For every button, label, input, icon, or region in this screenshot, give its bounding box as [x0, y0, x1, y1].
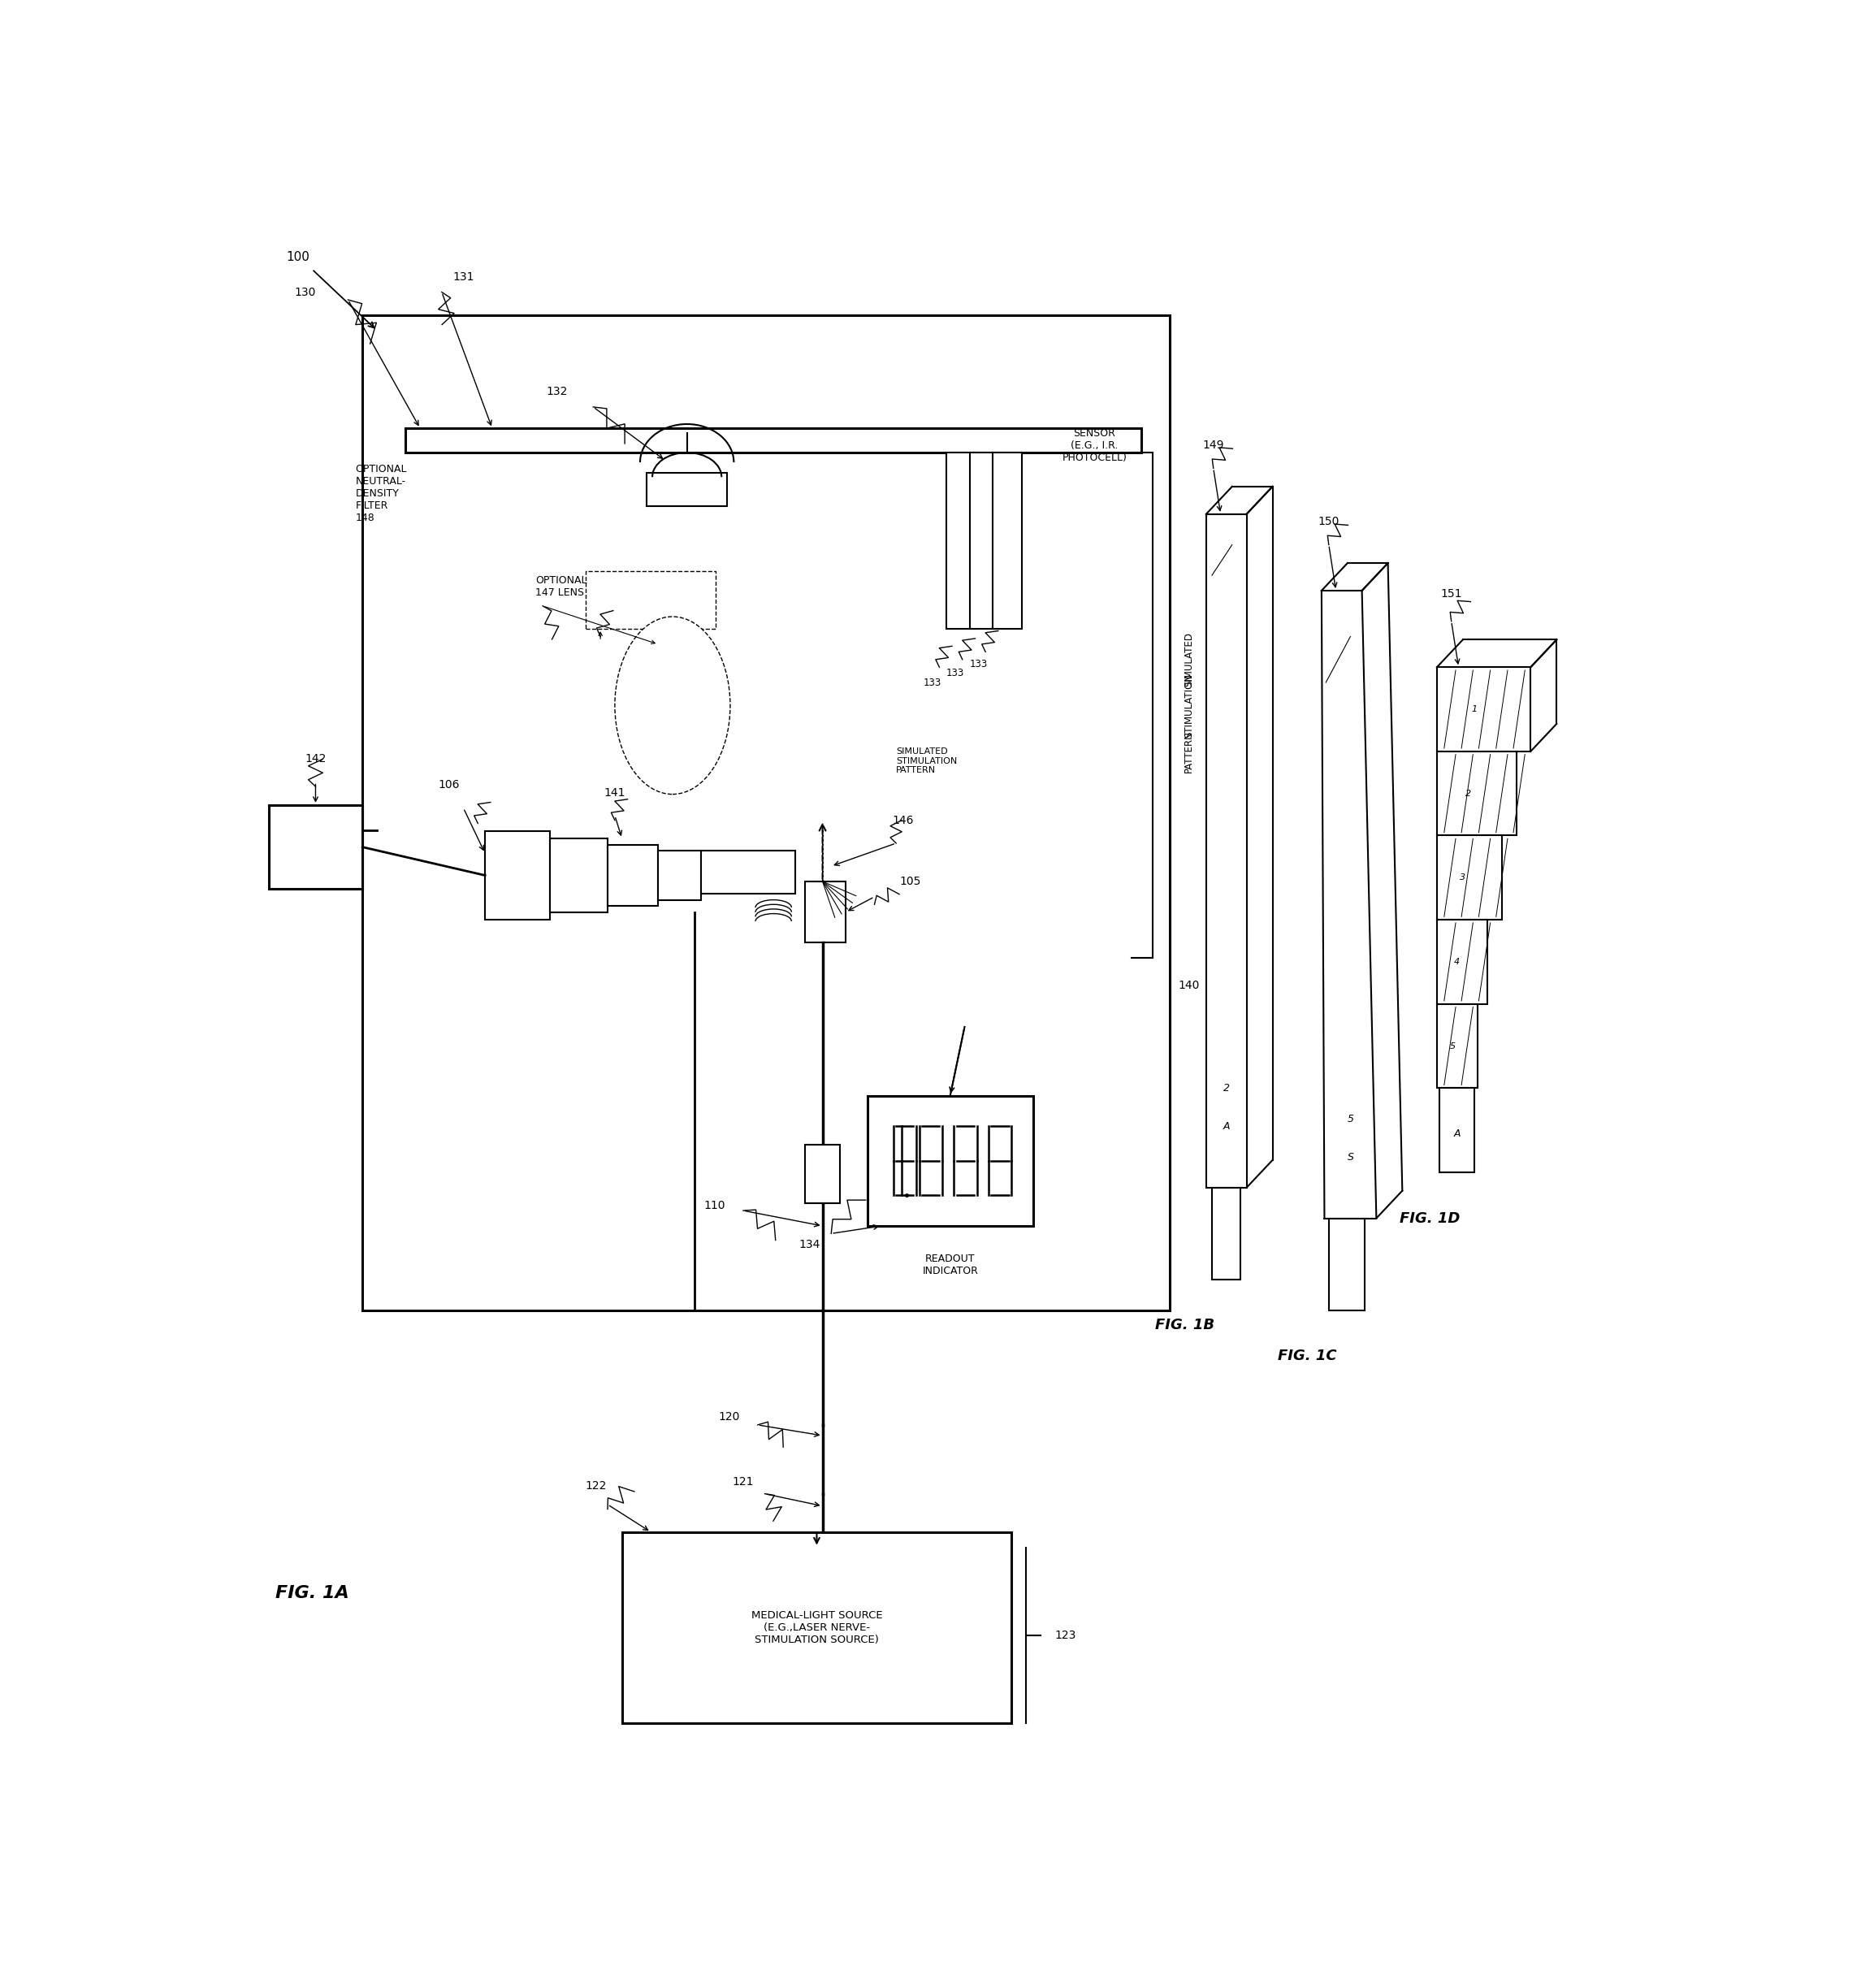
Bar: [486, 831, 551, 920]
Text: FIG. 1C: FIG. 1C: [1279, 1348, 1336, 1364]
Text: 133: 133: [945, 668, 964, 678]
Text: 5: 5: [1347, 1113, 1353, 1123]
Text: OPTIONAL
NEUTRAL-
DENSITY
FILTER
148: OPTIONAL NEUTRAL- DENSITY FILTER 148: [355, 463, 408, 523]
Text: 4: 4: [1453, 958, 1461, 966]
Text: 110: 110: [703, 1201, 726, 1213]
Bar: [970, 453, 999, 628]
Text: 151: 151: [1440, 588, 1463, 600]
Text: 140: 140: [1178, 980, 1200, 992]
Text: OPTIONAL
147 LENS: OPTIONAL 147 LENS: [536, 575, 586, 598]
Bar: [947, 453, 975, 628]
Ellipse shape: [614, 616, 730, 795]
Bar: [1206, 515, 1247, 1187]
Text: 123: 123: [1055, 1630, 1076, 1640]
Text: 121: 121: [733, 1475, 754, 1487]
Text: PATTERN: PATTERN: [1184, 730, 1195, 773]
Text: 132: 132: [547, 386, 568, 398]
Bar: [806, 1145, 839, 1203]
Bar: [1437, 668, 1530, 751]
Text: 2: 2: [1466, 789, 1472, 797]
Text: 131: 131: [452, 270, 475, 282]
Bar: [992, 453, 1022, 628]
Text: A: A: [1223, 1121, 1230, 1131]
Text: 122: 122: [586, 1481, 607, 1491]
Text: 150: 150: [1318, 517, 1340, 527]
Bar: [646, 473, 728, 507]
Text: 100: 100: [287, 250, 309, 262]
Text: 2: 2: [1223, 1083, 1230, 1093]
Bar: [1437, 1004, 1478, 1087]
Text: 142: 142: [305, 753, 326, 765]
Text: 120: 120: [718, 1411, 739, 1423]
Text: 130: 130: [294, 286, 316, 298]
Text: FIG. 1D: FIG. 1D: [1399, 1211, 1459, 1225]
Bar: [867, 1095, 1033, 1227]
Text: S: S: [1347, 1151, 1353, 1163]
Text: 149: 149: [1202, 439, 1225, 451]
Text: READOUT
INDICATOR: READOUT INDICATOR: [923, 1254, 979, 1276]
Text: SIMULATED: SIMULATED: [1184, 632, 1195, 686]
Text: 141: 141: [605, 787, 625, 799]
Bar: [586, 571, 716, 628]
Bar: [406, 427, 1141, 453]
Bar: [1437, 835, 1502, 920]
Bar: [1440, 1087, 1474, 1173]
Text: 146: 146: [893, 815, 914, 825]
Text: 134: 134: [798, 1239, 821, 1250]
Bar: [1329, 1219, 1364, 1310]
Bar: [1212, 1187, 1241, 1280]
Text: SIMULATED
STIMULATION
PATTERN: SIMULATED STIMULATION PATTERN: [897, 747, 957, 773]
Bar: [622, 1533, 1012, 1724]
Text: 106: 106: [437, 779, 460, 791]
Bar: [702, 851, 795, 895]
Bar: [551, 839, 607, 912]
Text: 1: 1: [1472, 706, 1478, 714]
Text: FIG. 1A: FIG. 1A: [275, 1584, 348, 1602]
Text: MEDICAL-LIGHT SOURCE
(E.G.,LASER NERVE-
STIMULATION SOURCE): MEDICAL-LIGHT SOURCE (E.G.,LASER NERVE- …: [752, 1610, 882, 1646]
Text: FIG. 1B: FIG. 1B: [1156, 1318, 1213, 1332]
Bar: [659, 851, 702, 901]
Text: STIMULATION: STIMULATION: [1184, 674, 1195, 738]
Text: 3: 3: [1461, 873, 1466, 883]
Bar: [806, 881, 845, 942]
Bar: [607, 845, 659, 907]
Text: 133: 133: [923, 678, 942, 688]
Text: 105: 105: [899, 877, 921, 887]
Text: A: A: [1453, 1129, 1461, 1139]
Bar: [363, 316, 1171, 1310]
Bar: [1437, 920, 1487, 1004]
Text: 5: 5: [1450, 1042, 1455, 1050]
Bar: [1437, 751, 1517, 835]
Bar: [268, 805, 363, 889]
Text: SENSOR
(E.G., I.R.
PHOTOCELL): SENSOR (E.G., I.R. PHOTOCELL): [1063, 427, 1128, 463]
Text: 133: 133: [970, 658, 988, 670]
